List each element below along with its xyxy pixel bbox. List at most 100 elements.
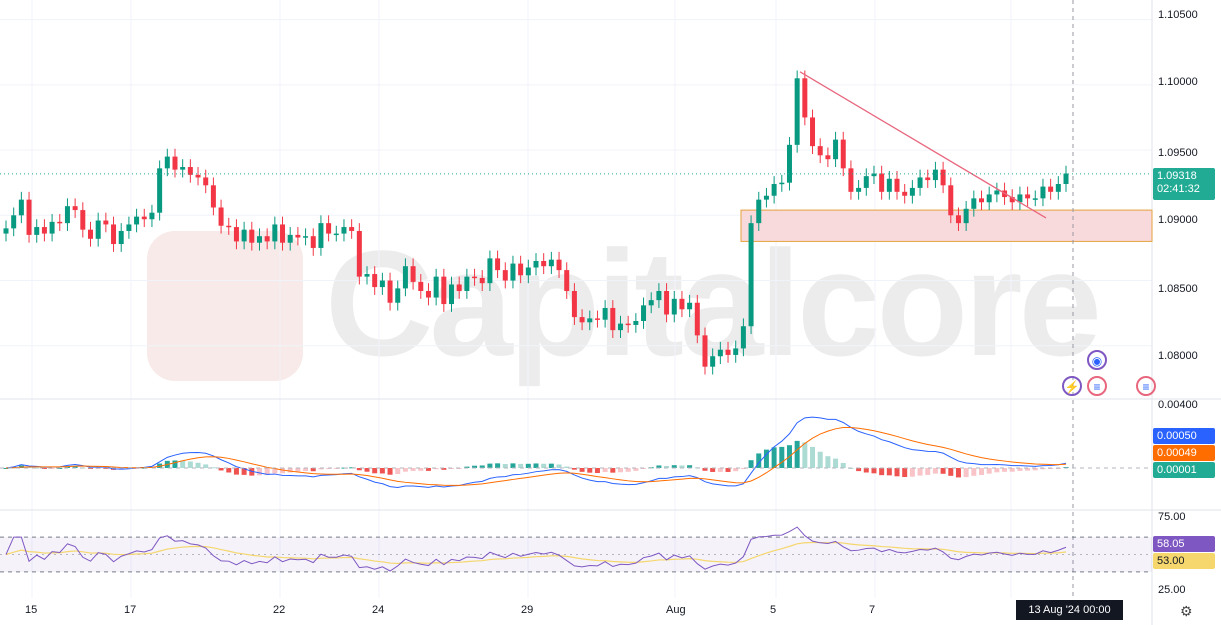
lightning-icon[interactable]: ⚡ xyxy=(1062,376,1082,396)
us-flag-icon[interactable]: ≡ xyxy=(1136,376,1156,396)
macd-histogram-bar xyxy=(26,467,32,469)
watermark-text: Capitalcore xyxy=(325,219,1102,387)
macd-histogram-bar xyxy=(502,464,508,468)
candle-body xyxy=(756,199,762,224)
macd-histogram-bar xyxy=(955,468,961,478)
macd-histogram-bar xyxy=(210,467,216,469)
macd-histogram-bar xyxy=(372,468,378,474)
macd-value-tag: 0.00050 xyxy=(1153,428,1215,444)
candle-body xyxy=(1025,194,1031,199)
candle-body xyxy=(733,348,739,355)
candle-body xyxy=(356,230,362,277)
time-label: 7 xyxy=(869,604,876,616)
candle-body xyxy=(771,183,777,196)
candle-body xyxy=(840,139,846,169)
candle-body xyxy=(679,298,685,310)
macd-histogram-bar xyxy=(541,463,547,468)
support-zone xyxy=(740,209,1153,242)
candle-body xyxy=(817,146,823,156)
candle-body xyxy=(218,207,224,226)
candle-body xyxy=(856,187,862,192)
macd-histogram-bar xyxy=(510,463,516,468)
candle-body xyxy=(203,177,209,186)
candle-body xyxy=(779,182,785,185)
candle-body xyxy=(740,326,746,349)
macd-histogram-bar xyxy=(487,463,493,468)
macd-histogram-bar xyxy=(395,468,401,475)
macd-histogram-bar xyxy=(817,451,823,468)
candle-body xyxy=(402,266,408,289)
rsi-ma-tag: 53.00 xyxy=(1153,553,1215,569)
macd-histogram-bar xyxy=(180,460,186,468)
macd-histogram-bar xyxy=(756,453,762,468)
macd-histogram-bar xyxy=(203,464,209,468)
macd-histogram-bar xyxy=(287,468,293,473)
candle-body xyxy=(326,223,332,234)
candle-body xyxy=(310,236,316,248)
macd-histogram-bar xyxy=(587,468,593,473)
candle-body xyxy=(241,229,247,242)
candle-body xyxy=(625,323,631,326)
candle-body xyxy=(587,318,593,323)
candle-body xyxy=(971,198,977,209)
macd-histogram-bar xyxy=(779,446,785,468)
candle-body xyxy=(594,318,600,320)
macd-histogram-bar xyxy=(172,460,178,468)
macd-histogram-bar xyxy=(794,440,800,468)
macd-histogram-bar xyxy=(218,468,224,471)
us-flag-icon[interactable]: ≡ xyxy=(1087,376,1107,396)
candle-body xyxy=(671,298,677,315)
candle-body xyxy=(464,276,470,291)
candle-body xyxy=(95,220,101,239)
candle-body xyxy=(894,178,900,192)
macd-histogram-bar xyxy=(610,468,616,473)
candle-body xyxy=(810,117,816,147)
candle-body xyxy=(479,277,485,284)
macd-histogram-bar xyxy=(763,449,769,468)
rsi-tick: 75.00 xyxy=(1158,511,1186,523)
candle-body xyxy=(433,276,439,298)
macd-histogram-bar xyxy=(909,468,915,477)
candle-body xyxy=(3,228,9,234)
macd-histogram-bar xyxy=(579,468,585,472)
macd-histogram-bar xyxy=(733,468,739,472)
candle-body xyxy=(49,221,55,234)
candle-body xyxy=(195,174,201,178)
rsi-value-tag: 58.05 xyxy=(1153,536,1215,552)
settings-gear-icon[interactable]: ⚙ xyxy=(1180,603,1193,619)
candle-body xyxy=(648,300,654,306)
candle-body xyxy=(256,236,262,243)
macd-histogram-bar xyxy=(410,468,416,471)
macd-histogram-bar xyxy=(241,468,247,475)
macd-histogram-bar xyxy=(303,468,309,472)
time-label: 15 xyxy=(25,604,38,616)
macd-histogram-bar xyxy=(940,468,946,474)
macd-histogram-bar xyxy=(433,468,439,470)
candle-body xyxy=(295,234,301,238)
macd-line xyxy=(5,416,1067,488)
candle-body xyxy=(963,208,969,224)
candle-body xyxy=(118,230,124,245)
macd-histogram-bar xyxy=(341,467,347,469)
candle-body xyxy=(164,156,170,169)
candle-body xyxy=(533,260,539,268)
macd-histogram-bar xyxy=(833,458,839,468)
macd-histogram-bar xyxy=(418,468,424,471)
price-tick: 1.08500 xyxy=(1158,283,1198,295)
candle-body xyxy=(487,258,493,284)
macd-histogram-bar xyxy=(702,468,708,471)
cursor-date-label: 13 Aug '24 00:00 xyxy=(1016,600,1123,620)
macd-histogram-bar xyxy=(349,467,355,469)
macd-axis-tick: 0.00400 xyxy=(1158,399,1198,411)
candle-body xyxy=(710,356,716,367)
time-label: 17 xyxy=(124,604,137,616)
event-globe-icon[interactable]: ◉ xyxy=(1087,350,1107,370)
candle-body xyxy=(917,177,923,188)
candle-body xyxy=(80,210,86,230)
current-price-tag: 1.09318 02:41:32 xyxy=(1153,168,1215,200)
macd-histogram-bar xyxy=(72,466,78,468)
macd-histogram-bar xyxy=(671,465,677,468)
candle-body xyxy=(664,290,670,315)
macd-histogram-bar xyxy=(356,468,362,471)
